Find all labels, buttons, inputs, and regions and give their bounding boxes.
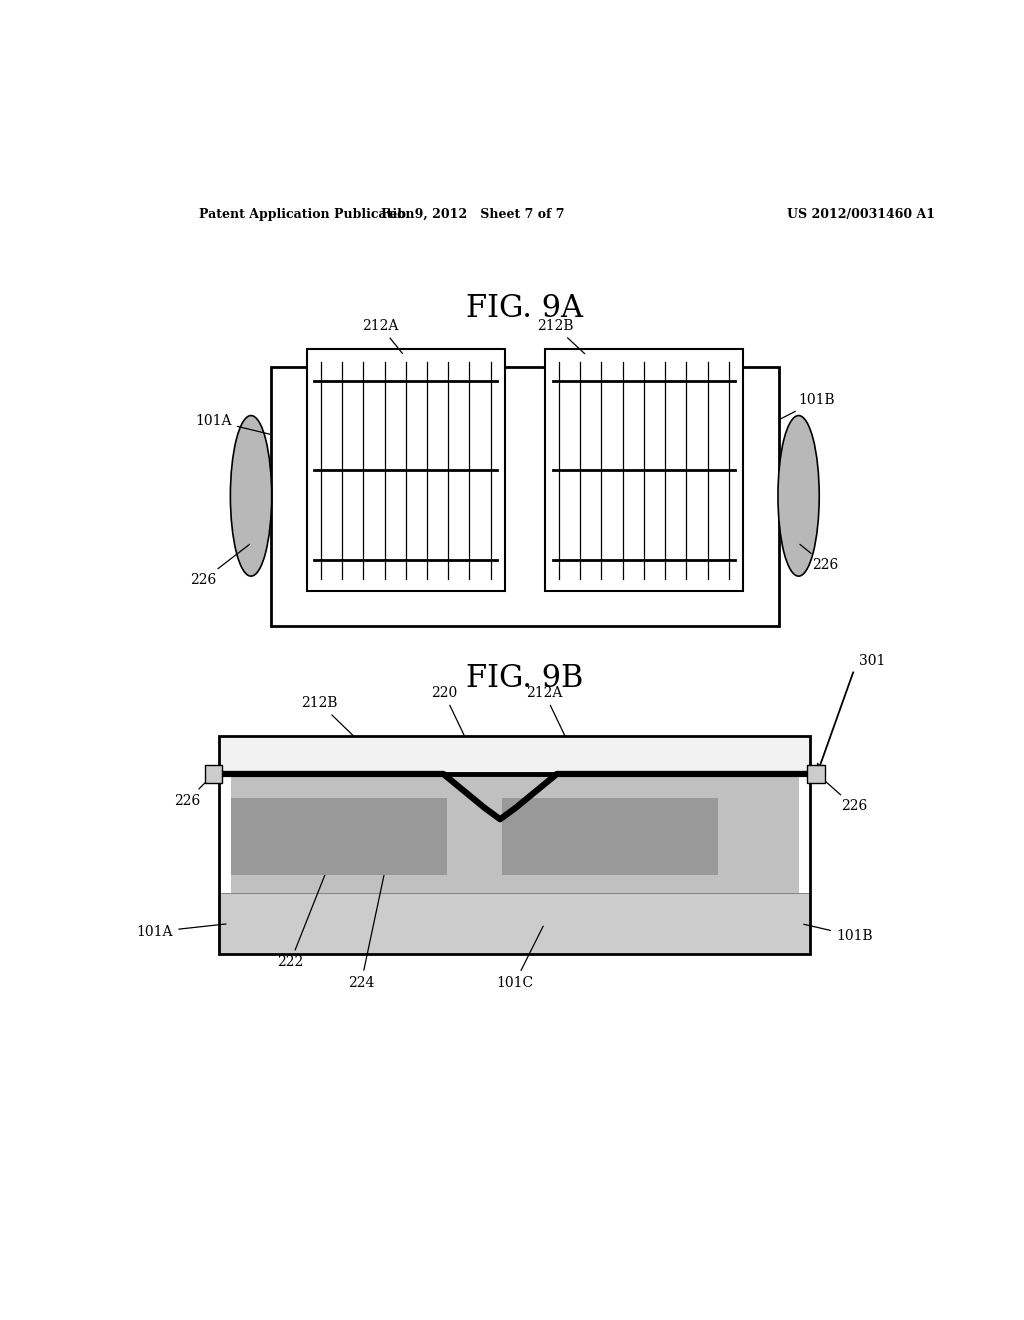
Bar — [545, 350, 743, 591]
Ellipse shape — [230, 416, 271, 576]
Bar — [503, 797, 718, 875]
Bar — [219, 894, 811, 954]
Bar — [807, 764, 824, 783]
Text: 101A: 101A — [196, 413, 269, 434]
Text: US 2012/0031460 A1: US 2012/0031460 A1 — [786, 207, 935, 220]
Text: 101B: 101B — [804, 924, 872, 942]
Text: 101B: 101B — [779, 393, 836, 420]
Text: 224: 224 — [348, 818, 396, 990]
Text: 212B: 212B — [537, 319, 585, 354]
Text: 101A: 101A — [137, 924, 226, 939]
Text: FIG. 9B: FIG. 9B — [466, 663, 584, 694]
Bar — [219, 735, 811, 954]
Text: 226: 226 — [174, 774, 215, 808]
Ellipse shape — [778, 416, 819, 576]
Text: 222: 222 — [278, 842, 338, 969]
Text: 212A: 212A — [526, 686, 572, 752]
Text: Feb. 9, 2012   Sheet 7 of 7: Feb. 9, 2012 Sheet 7 of 7 — [382, 207, 565, 220]
Bar — [219, 894, 811, 954]
Bar — [306, 350, 505, 591]
Bar — [231, 797, 446, 875]
Text: 226: 226 — [816, 772, 867, 813]
Text: 220: 220 — [431, 686, 472, 752]
Text: 101C: 101C — [497, 927, 543, 990]
Bar — [270, 367, 779, 626]
Text: 226: 226 — [800, 544, 839, 572]
Text: 212A: 212A — [362, 319, 402, 354]
Text: 226: 226 — [189, 544, 250, 587]
Text: 212B: 212B — [301, 696, 371, 752]
Bar — [219, 735, 811, 774]
Text: FIG. 9A: FIG. 9A — [466, 293, 584, 325]
Text: 301: 301 — [859, 653, 886, 668]
Text: Patent Application Publication: Patent Application Publication — [200, 207, 415, 220]
Bar — [231, 774, 799, 894]
Bar — [205, 764, 222, 783]
